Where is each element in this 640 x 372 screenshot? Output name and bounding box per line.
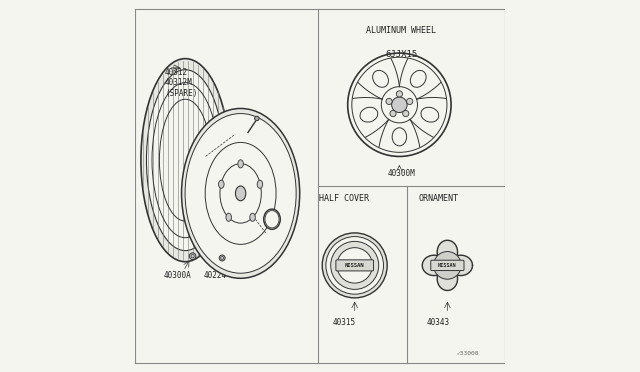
Ellipse shape [185,113,296,273]
Circle shape [406,98,413,105]
Ellipse shape [236,186,246,201]
Ellipse shape [421,107,439,122]
Circle shape [255,116,259,121]
Ellipse shape [410,70,426,87]
Circle shape [403,110,409,117]
Text: 40343: 40343 [427,318,450,327]
Ellipse shape [141,59,230,262]
Ellipse shape [265,211,279,228]
FancyBboxPatch shape [431,260,464,270]
Ellipse shape [238,160,243,168]
Ellipse shape [218,180,224,188]
Circle shape [326,237,383,294]
Ellipse shape [250,213,255,221]
Text: 40300M: 40300M [387,169,415,177]
Polygon shape [422,240,472,291]
Circle shape [392,97,407,112]
Ellipse shape [264,209,280,230]
Circle shape [433,251,461,279]
Ellipse shape [220,255,225,261]
Circle shape [396,91,403,97]
Ellipse shape [360,107,378,122]
Text: ORNAMENT: ORNAMENT [418,195,458,203]
Circle shape [386,98,392,105]
Text: 40224: 40224 [204,271,227,280]
Text: NISSAN: NISSAN [438,263,457,268]
Ellipse shape [182,109,300,278]
Text: 40315: 40315 [332,318,356,327]
Text: 40312
40312M
(SPARE): 40312 40312M (SPARE) [165,68,197,97]
FancyBboxPatch shape [336,260,374,271]
Text: HALF COVER: HALF COVER [319,195,369,203]
Text: 40311: 40311 [241,121,264,129]
Ellipse shape [392,128,406,146]
Text: 6JJX15: 6JJX15 [385,51,417,60]
Text: ALUMINUM WHEEL: ALUMINUM WHEEL [366,26,436,35]
Text: 40300A: 40300A [164,271,192,280]
Ellipse shape [372,70,388,87]
Ellipse shape [147,70,224,251]
Text: 40300M: 40300M [200,147,228,155]
Ellipse shape [257,180,262,188]
Circle shape [331,241,379,289]
Circle shape [322,233,387,298]
Text: NISSAN: NISSAN [345,263,364,268]
Circle shape [390,110,396,117]
Text: ✓33000: ✓33000 [456,351,479,356]
Text: 40315: 40315 [257,237,280,246]
Ellipse shape [226,213,232,221]
Ellipse shape [189,253,196,260]
Circle shape [337,248,372,283]
